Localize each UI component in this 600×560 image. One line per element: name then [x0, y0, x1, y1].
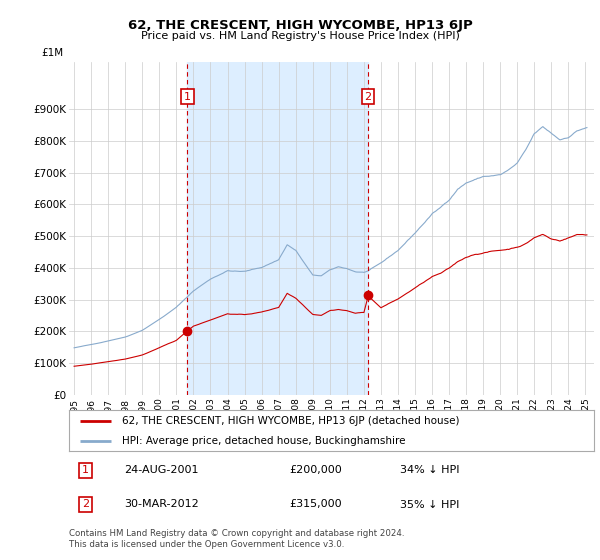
Text: 1: 1	[184, 91, 191, 101]
Text: 30-MAR-2012: 30-MAR-2012	[124, 500, 199, 510]
Text: HPI: Average price, detached house, Buckinghamshire: HPI: Average price, detached house, Buck…	[121, 436, 405, 446]
Text: 24-AUG-2001: 24-AUG-2001	[124, 465, 199, 475]
Text: 2: 2	[365, 91, 372, 101]
Text: £315,000: £315,000	[290, 500, 342, 510]
Text: 62, THE CRESCENT, HIGH WYCOMBE, HP13 6JP: 62, THE CRESCENT, HIGH WYCOMBE, HP13 6JP	[128, 19, 472, 32]
Text: £1M: £1M	[41, 48, 64, 58]
Text: 34% ↓ HPI: 34% ↓ HPI	[400, 465, 459, 475]
Text: 2: 2	[82, 500, 89, 510]
Text: 1: 1	[82, 465, 89, 475]
Text: Price paid vs. HM Land Registry's House Price Index (HPI): Price paid vs. HM Land Registry's House …	[140, 31, 460, 41]
Bar	[187, 62, 368, 395]
Text: Contains HM Land Registry data © Crown copyright and database right 2024.
This d: Contains HM Land Registry data © Crown c…	[69, 529, 404, 549]
Text: £200,000: £200,000	[290, 465, 342, 475]
Text: 35% ↓ HPI: 35% ↓ HPI	[400, 500, 459, 510]
Text: 62, THE CRESCENT, HIGH WYCOMBE, HP13 6JP (detached house): 62, THE CRESCENT, HIGH WYCOMBE, HP13 6JP…	[121, 416, 459, 426]
